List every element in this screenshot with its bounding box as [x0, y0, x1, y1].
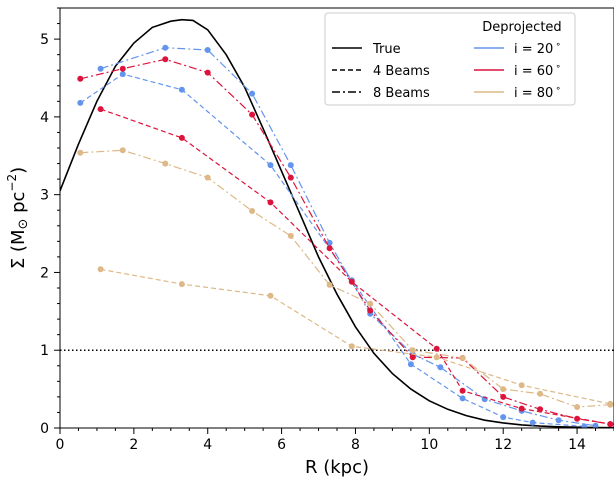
- y-tick-label: 0: [40, 421, 49, 437]
- data-point: [249, 208, 256, 214]
- data-point: [607, 421, 614, 428]
- x-tick-label: 6: [277, 437, 286, 453]
- data-point: [119, 71, 126, 78]
- series-1: [97, 44, 599, 428]
- data-point: [267, 162, 274, 169]
- y-axis-label-group: Σ (M⊙ pc−2): [5, 167, 31, 269]
- data-layer: [60, 18, 614, 428]
- data-point: [287, 162, 294, 169]
- legend-frame: [324, 12, 576, 106]
- y-tick-label: 5: [40, 32, 49, 48]
- x-tick-label: 2: [129, 437, 138, 453]
- data-point: [409, 354, 416, 361]
- legend-title-deprojected: Deprojected: [482, 20, 561, 35]
- data-point: [607, 401, 614, 408]
- data-point: [555, 417, 562, 424]
- data-point: [581, 423, 588, 428]
- data-point: [326, 281, 333, 288]
- x-tick-label: 4: [203, 437, 212, 453]
- series-line: [79, 73, 585, 427]
- legend-color-label: i = 80 ∘: [514, 84, 561, 101]
- x-tick-label: 10: [420, 437, 438, 453]
- data-point: [267, 199, 274, 206]
- legend-style-label: 4 Beams: [373, 64, 430, 79]
- series-5: [77, 147, 614, 410]
- y-axis-label: Σ (M⊙ pc−2): [5, 167, 31, 269]
- series-line: [100, 108, 611, 425]
- x-axis-label: R (kpc): [305, 457, 369, 478]
- x-tick-label: 12: [494, 437, 512, 453]
- data-point: [518, 382, 525, 389]
- data-point: [437, 364, 444, 371]
- data-point: [407, 361, 414, 368]
- data-point: [287, 232, 294, 239]
- data-point: [77, 99, 84, 106]
- data-point: [574, 404, 581, 410]
- data-point: [433, 345, 440, 352]
- data-point: [500, 386, 507, 393]
- x-tick-label: 8: [351, 437, 360, 453]
- data-point: [518, 405, 525, 412]
- data-point: [97, 65, 104, 72]
- data-point: [348, 343, 355, 350]
- data-point: [459, 395, 466, 402]
- legend-style-label: True: [372, 42, 401, 57]
- series-line: [80, 58, 611, 425]
- data-point: [459, 355, 466, 361]
- data-point: [500, 414, 507, 421]
- legend-color-label: i = 60 ∘: [514, 62, 561, 79]
- series-2: [97, 106, 614, 428]
- data-point: [162, 160, 169, 167]
- data-point: [267, 292, 274, 299]
- data-point: [204, 47, 211, 53]
- data-point: [204, 69, 211, 76]
- data-point: [178, 281, 185, 288]
- data-point: [204, 174, 211, 181]
- data-point: [162, 44, 169, 51]
- legend-style-label: 8 Beams: [373, 86, 430, 101]
- data-point: [592, 422, 599, 428]
- x-tick-label: 0: [56, 437, 65, 453]
- data-point: [433, 354, 440, 361]
- data-point: [77, 75, 84, 82]
- y-tick-label: 2: [40, 265, 49, 281]
- data-point: [537, 406, 544, 413]
- x-tick-label: 14: [568, 437, 586, 453]
- data-point: [367, 300, 374, 307]
- y-tick-label: 3: [40, 188, 49, 204]
- data-point: [119, 65, 126, 72]
- data-point: [178, 134, 185, 141]
- data-point: [537, 390, 544, 397]
- y-tick-label: 1: [40, 343, 49, 359]
- data-point: [119, 147, 126, 154]
- data-point: [249, 90, 256, 97]
- data-point: [249, 111, 256, 118]
- data-point: [529, 419, 536, 426]
- data-point: [326, 245, 333, 252]
- data-point: [162, 56, 169, 63]
- legend-color-label: i = 20 ∘: [514, 40, 561, 57]
- data-point: [97, 266, 104, 273]
- data-point: [574, 415, 581, 422]
- data-point: [97, 106, 104, 113]
- y-tick-label: 4: [40, 110, 49, 126]
- true-curve-line: [60, 18, 614, 428]
- data-point: [500, 393, 507, 400]
- data-point: [367, 307, 374, 314]
- data-point: [178, 86, 185, 93]
- data-point: [459, 387, 466, 394]
- data-point: [287, 174, 294, 181]
- data-point: [77, 149, 84, 156]
- legend: Deprojected True 4 Beams 8 Beams i = 20 ∘ i =…: [324, 12, 576, 106]
- data-point: [409, 347, 416, 354]
